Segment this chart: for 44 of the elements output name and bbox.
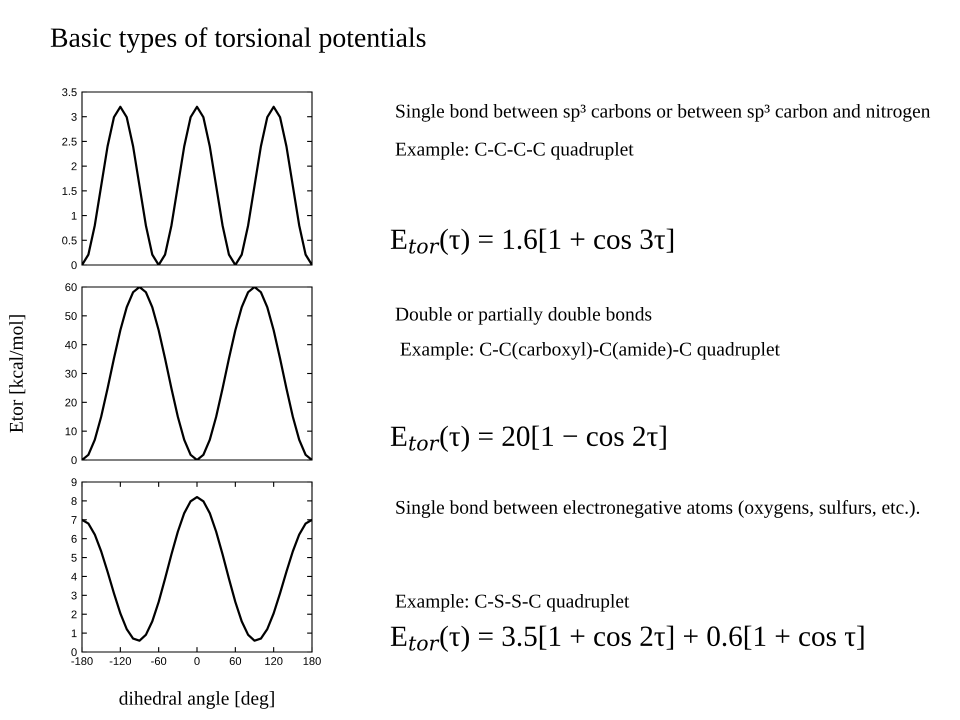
y-tick-label: 7 — [72, 516, 77, 524]
text: Example: C-C(carboxyl)-C(amide)-C quadruplet — [400, 342, 780, 360]
y-tick-label: 3.5 — [62, 88, 77, 96]
y-tick-label: 2 — [72, 162, 77, 170]
y-tick-label: 30 — [65, 370, 77, 378]
text: E$_{tor}$(τ) = 3.5[1 + cos 2τ] + 0.6[1 + cos τ] — [390, 626, 864, 652]
y-tick-label: 6 — [72, 534, 77, 543]
y-tick-label: 0.5 — [62, 236, 77, 244]
x-tick-label: -60 — [151, 657, 166, 666]
x-tick-label: 0 — [194, 657, 200, 666]
y-tick-label: 50 — [65, 312, 77, 320]
x-tick-label: 60 — [230, 657, 242, 666]
y-tick-label: 9 — [71, 478, 77, 486]
y-tick-label: 2 — [72, 610, 77, 618]
y-axis-title: Etor [kcal/mol] — [9, 315, 26, 433]
y-tick-label: 4 — [71, 572, 77, 580]
y-tick-label: 3 — [71, 592, 77, 600]
text: E$_{tor}$(τ) = 1.6[1 + cos 3τ] — [390, 228, 674, 256]
y-tick-label: 60 — [65, 283, 77, 292]
text: Single bond between electronegative atoms (oxygens, sulfurs, etc.). — [396, 500, 920, 518]
y-tick-label: 5 — [71, 554, 77, 562]
y-tick-label: 3 — [71, 112, 77, 121]
y-tick-label: 40 — [65, 340, 77, 349]
y-tick-label: 1 — [72, 212, 77, 220]
y-tick-label: 20 — [65, 398, 77, 406]
text: Example: C-C-C-C quadruplet — [396, 142, 634, 160]
x-axis-title: dihedral angle [deg] — [119, 691, 274, 709]
y-tick-label: 1.5 — [62, 187, 77, 195]
y-tick-label: 2.5 — [62, 138, 77, 146]
y-tick-label: 1 — [72, 629, 77, 638]
y-tick-label: 0 — [71, 648, 77, 656]
x-tick-label: -180 — [71, 657, 93, 666]
chart-title: Basic types of torsional potentials — [50, 27, 426, 53]
y-tick-label: 8 — [71, 497, 77, 506]
text: Single bond between sp³ carbons or between sp³ carbon and nitrogen — [396, 104, 930, 122]
y-tick-label: 10 — [66, 427, 77, 436]
text: E$_{tor}$(τ) = 20[1 − cos 2τ] — [390, 426, 666, 452]
y-tick-label: 0 — [71, 261, 77, 270]
text: Example: C-S-S-C quadruplet — [396, 594, 630, 612]
y-tick-label: 0 — [71, 456, 77, 464]
x-tick-label: 120 — [265, 657, 282, 666]
x-tick-label: 180 — [304, 657, 321, 666]
text: Double or partially double bonds — [396, 307, 652, 325]
x-tick-label: -120 — [110, 657, 132, 666]
